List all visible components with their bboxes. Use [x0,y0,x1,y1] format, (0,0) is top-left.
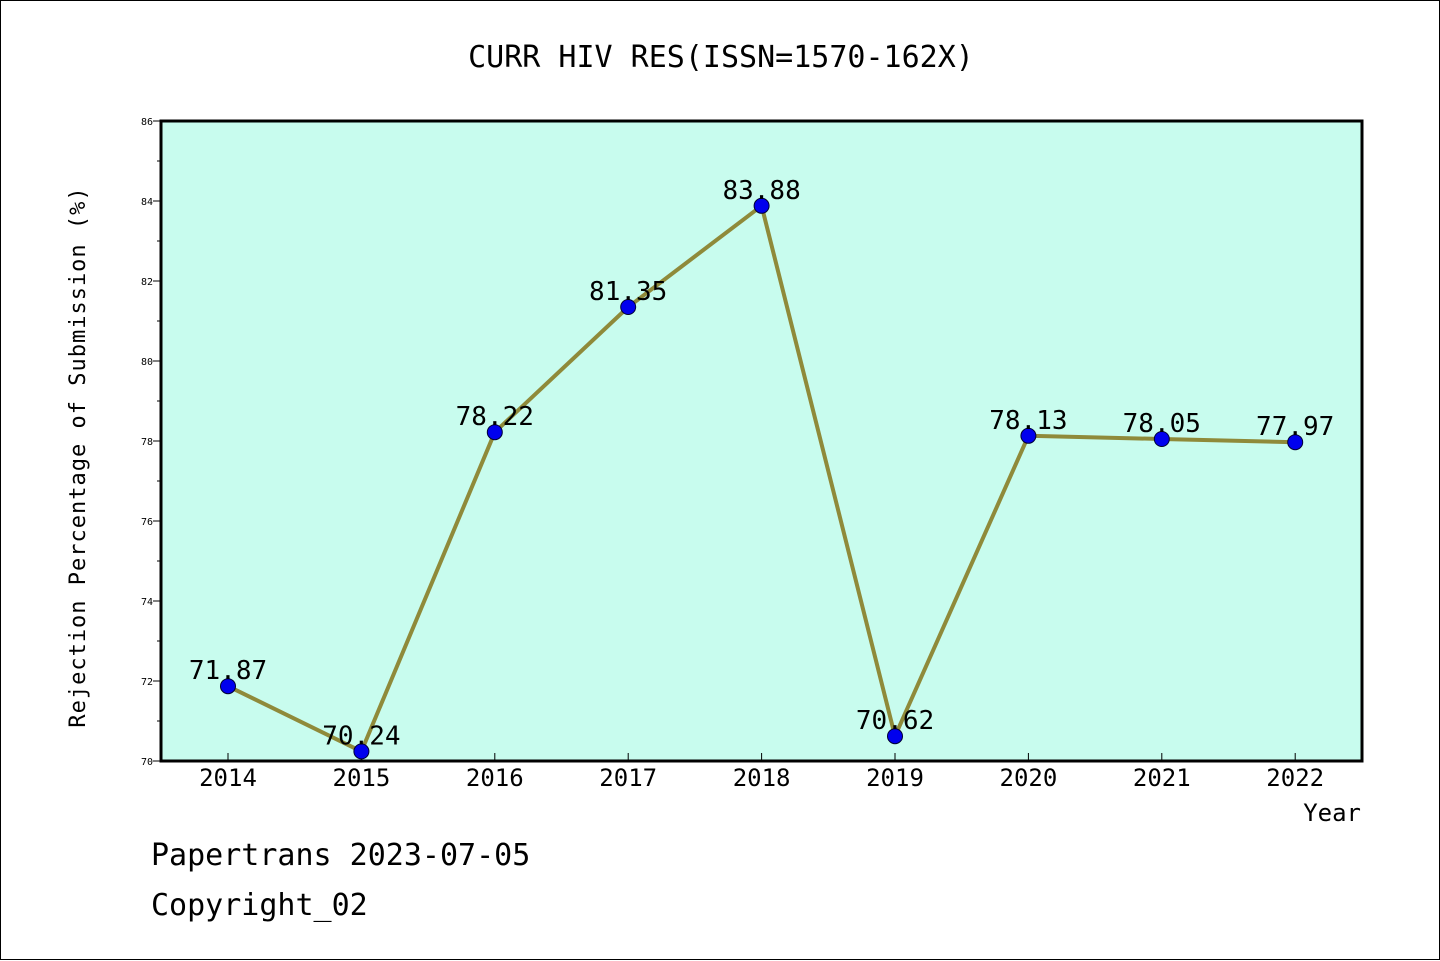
data-label: 70.24 [322,721,400,751]
y-tick-label: 74 [141,597,153,608]
data-point [1020,427,1037,444]
x-tick-label: 2019 [866,764,924,792]
data-point [220,678,236,695]
data-point [1287,434,1304,451]
data-point [486,424,503,441]
x-tick-label: 2022 [1266,764,1324,792]
y-tick-label: 70 [141,757,153,768]
axis-ticks: 70 72 74 76 78 80 82 84 86 2014 2015 2016 2017 2018 20… [141,117,1324,792]
data-label: 77.97 [1256,412,1334,442]
data-label: 78.13 [989,406,1067,436]
data-label: 71.87 [189,656,267,686]
x-tick-label: 2021 [1133,764,1191,792]
data-labels: 71.87 70.24 78.22 81.35 83.88 70.62 78.13 78.05… [189,176,1334,752]
plot-border [159,119,1364,763]
data-label: 78.22 [456,402,534,432]
y-tick-label: 76 [141,517,153,528]
data-label: 70.62 [856,706,934,736]
data-point [887,728,903,745]
x-tick-label: 2020 [1000,764,1058,792]
x-tick-label: 2016 [466,764,524,792]
data-label: 83.88 [722,176,800,206]
data-label: 81.35 [589,277,667,307]
data-point [620,299,637,315]
data-label: 78.05 [1123,409,1201,439]
y-tick-label: 82 [141,277,153,288]
footer-copyright: Copyright_02 [151,888,368,923]
y-tick-label: 86 [141,117,153,128]
y-tick-label: 78 [141,437,153,448]
x-tick-label: 2018 [733,764,791,792]
y-tick-label: 72 [141,677,153,688]
y-tick-label: 84 [141,197,153,208]
y-tick-label: 80 [141,357,153,368]
x-tick-label: 2017 [599,764,657,792]
data-point [1153,431,1170,447]
data-point [353,743,370,760]
x-tick-label: 2015 [333,764,391,792]
footer-date: Papertrans 2023-07-05 [151,838,530,873]
x-axis-label: Year [1303,799,1361,827]
x-tick-label: 2014 [199,764,257,792]
chart-title: CURR HIV RES(ISSN=1570-162X) [468,40,974,75]
data-markers [220,197,1304,760]
y-axis-label: Rejection Percentage of Submission (%) [66,186,91,727]
data-point [753,197,770,214]
